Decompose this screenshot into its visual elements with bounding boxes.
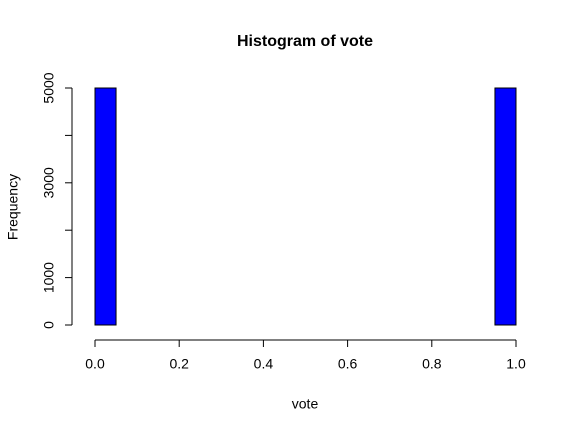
x-tick-label: 0.0 [85,356,105,372]
y-tick-label: 3000 [41,167,57,198]
y-tick-label: 0 [41,321,57,329]
y-tick-label: 1000 [41,262,57,293]
y-axis-label: Frequency [5,174,21,240]
y-tick-label: 5000 [41,72,57,103]
x-tick-label: 1.0 [506,356,526,372]
chart-title: Histogram of vote [237,33,373,50]
x-tick-label: 0.8 [422,356,442,372]
x-tick-label: 0.2 [169,356,189,372]
x-tick-label: 0.4 [254,356,274,372]
bar [94,87,117,326]
x-tick-label: 0.6 [338,356,358,372]
bar [494,87,517,326]
x-axis-label: vote [292,396,319,412]
